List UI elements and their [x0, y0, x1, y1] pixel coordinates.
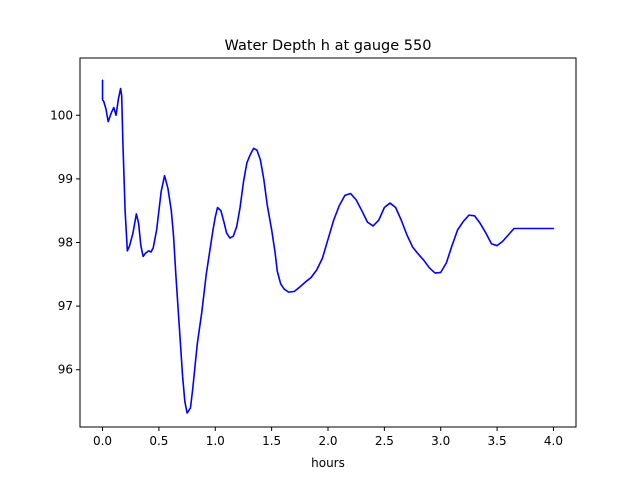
y-axis: 96 97 98 99 100: [50, 108, 80, 377]
y-tick-label: 97: [58, 299, 73, 313]
x-axis-label: hours: [311, 456, 345, 470]
x-axis: 0.0 0.5 1.0 1.5 2.0 2.5 3.0 3.5 4.0: [93, 427, 563, 448]
x-tick-label: 3.0: [431, 434, 450, 448]
series-line-0: [101, 79, 555, 414]
x-tick-label: 3.5: [488, 434, 507, 448]
y-tick-label: 96: [58, 363, 73, 377]
chart-title: Water Depth h at gauge 550: [225, 38, 432, 54]
series-group: [101, 79, 555, 414]
x-tick-label: 1.0: [206, 434, 225, 448]
x-tick-label: 2.5: [375, 434, 394, 448]
x-tick-label: 0.0: [93, 434, 112, 448]
x-tick-label: 1.5: [262, 434, 281, 448]
x-tick-label: 2.0: [318, 434, 337, 448]
x-tick-label: 0.5: [149, 434, 168, 448]
y-tick-label: 98: [58, 236, 73, 250]
y-tick-label: 99: [58, 172, 73, 186]
y-tick-label: 100: [50, 108, 73, 122]
x-tick-label: 4.0: [544, 434, 563, 448]
